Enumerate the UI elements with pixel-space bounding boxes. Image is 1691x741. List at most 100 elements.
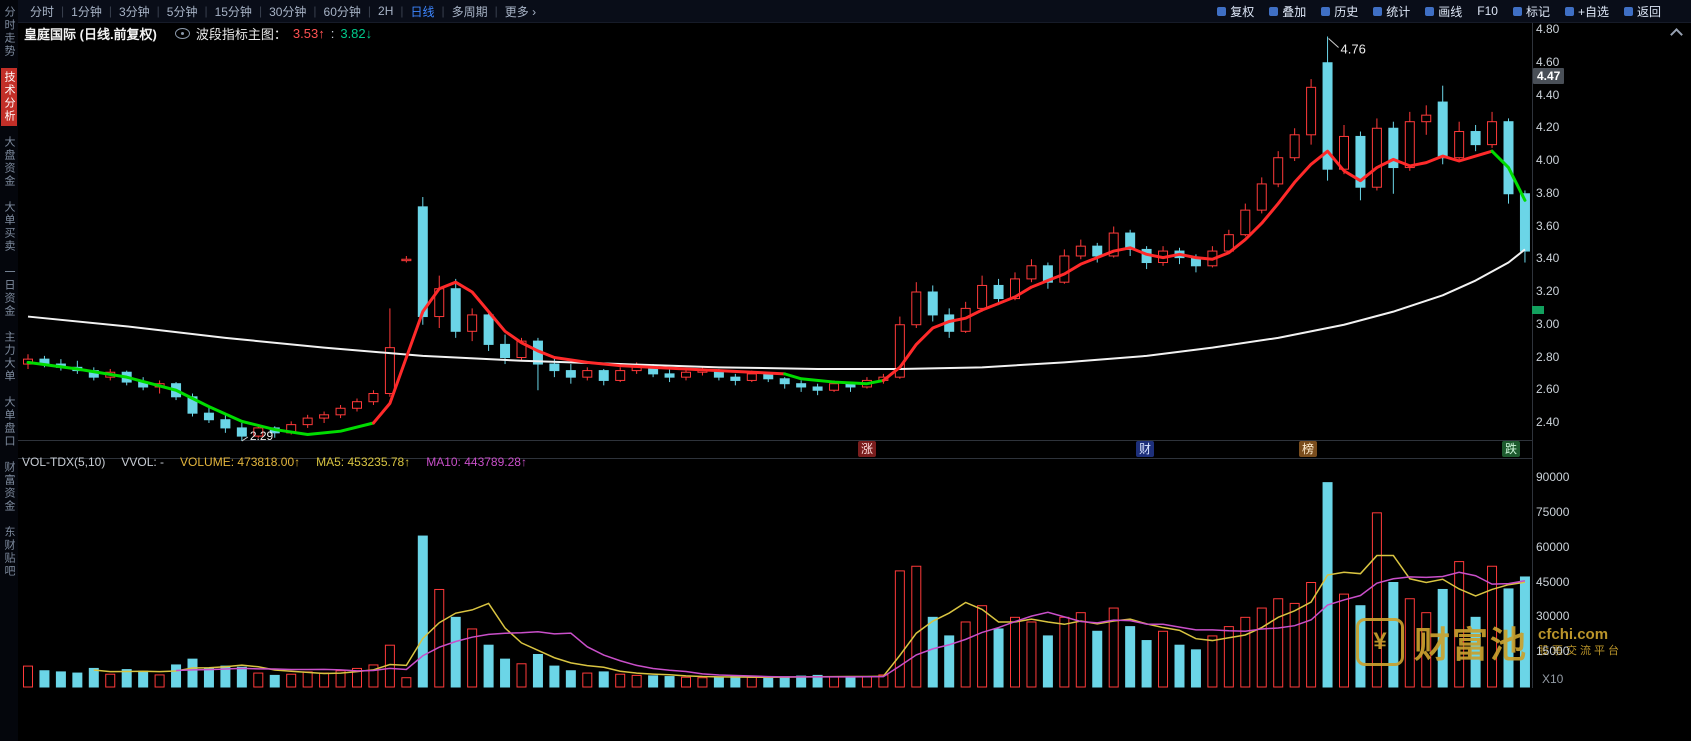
- watermark-title: 财富池: [1414, 624, 1529, 665]
- sidebar-item-3[interactable]: 大单买卖: [3, 201, 15, 253]
- action-label: 画线: [1438, 4, 1463, 19]
- action-f10[interactable]: F10: [1477, 4, 1498, 18]
- separator: |: [367, 4, 372, 18]
- period-tab-10[interactable]: 更多 ›: [504, 4, 537, 19]
- separator: |: [156, 4, 160, 18]
- price-axis-green-marker: [1532, 306, 1544, 314]
- sidebar-item-8[interactable]: 东财贴吧: [3, 526, 15, 578]
- divider-badge-3: 跌: [1502, 441, 1521, 457]
- lines-layer: 4.76 2.29: [26, 38, 1527, 679]
- separator: |: [108, 4, 112, 18]
- price-axis-label: 3.20: [1536, 284, 1560, 298]
- period-tab-2[interactable]: 3分钟: [118, 4, 150, 19]
- lishi-icon: [1321, 6, 1331, 16]
- period-tab-7[interactable]: 2H: [378, 4, 394, 18]
- indicator-separator: :: [330, 25, 335, 41]
- volume-axis-label: 30000: [1536, 609, 1570, 624]
- zixuan-icon: [1564, 6, 1574, 16]
- divider-badge-1: 财: [1136, 441, 1155, 457]
- separator: |: [494, 4, 498, 18]
- ma-white-line: [27, 248, 1526, 370]
- price-axis-label: 2.40: [1536, 415, 1560, 429]
- volume-axis-label: 60000: [1536, 539, 1570, 554]
- sidebar-item-6[interactable]: 大单盘口: [3, 396, 15, 448]
- period-tab-4[interactable]: 15分钟: [214, 4, 252, 19]
- stock-title: 皇庭国际 (日线.前复权): [24, 26, 157, 42]
- action-tongji[interactable]: 统计: [1373, 3, 1410, 20]
- current-price-badge: 4.47: [1533, 68, 1565, 84]
- sidebar-item-1[interactable]: 技术分析: [1, 68, 17, 126]
- price-axis-label: 4.40: [1536, 87, 1560, 102]
- action-label: 返回: [1636, 4, 1661, 19]
- title-bar: 皇庭国际 (日线.前复权) 波段指标主图： 3.53↑ : 3.82↓: [18, 22, 1691, 44]
- volume-ma-line: [176, 571, 1526, 678]
- period-tab-5[interactable]: 30分钟: [269, 4, 307, 19]
- action-lishi[interactable]: 历史: [1321, 3, 1358, 20]
- period-tabs: 分时 | 1分钟 | 3分钟 | 5分钟 | 15分钟 | 30分钟 | 60分钟 | 2H | 日线 | 多周期 |…: [30, 3, 536, 20]
- price-axis-label: 4.80: [1536, 22, 1560, 36]
- period-tab-6[interactable]: 60分钟: [323, 4, 361, 19]
- separator: |: [258, 4, 263, 18]
- price-axis-label: 3.80: [1536, 185, 1560, 200]
- period-tab-1[interactable]: 1分钟: [71, 4, 102, 19]
- band-indicator-segment: [26, 360, 375, 436]
- sidebar-item-7[interactable]: 财富资金: [3, 461, 15, 513]
- tongji-icon: [1373, 6, 1383, 16]
- divider-badge-2: 榜: [1299, 441, 1318, 457]
- low-annotation: 2.29: [250, 429, 274, 443]
- volume-bars-layer: [23, 482, 1530, 688]
- action-label: 统计: [1386, 4, 1411, 19]
- huaxian-icon: [1425, 6, 1435, 16]
- band-indicator-segment: [1490, 149, 1527, 202]
- sidebar-item-2[interactable]: 大盘资金: [3, 136, 15, 188]
- vol-ma5-value: MA5: 453235.78↑: [316, 455, 411, 469]
- eye-icon[interactable]: [174, 27, 190, 39]
- action-fanhui[interactable]: 返回: [1623, 3, 1661, 20]
- action-huaxian[interactable]: 画线: [1425, 3, 1462, 20]
- period-tab-3[interactable]: 5分钟: [166, 4, 198, 19]
- separator: |: [400, 4, 404, 18]
- action-biaoji[interactable]: 标记: [1512, 3, 1550, 20]
- fanhui-icon: [1623, 6, 1633, 16]
- price-axis-label: 3.60: [1536, 218, 1560, 233]
- separator: |: [204, 4, 208, 18]
- watermark-subtitle: 股票交流平台: [1538, 644, 1623, 657]
- period-tab-0[interactable]: 分时: [30, 4, 55, 19]
- left-sidebar: 分时走势技术分析大盘资金大单买卖一日资金主力大单大单盘口财富资金东财贴吧: [0, 0, 18, 741]
- action-fuquan[interactable]: 复权: [1217, 3, 1254, 20]
- candles-layer: [23, 36, 1530, 442]
- band-indicator-segment: [371, 280, 787, 425]
- price-axis-label: 3.40: [1536, 251, 1560, 266]
- coin-icon: ¥: [1356, 618, 1404, 666]
- period-tab-8[interactable]: 日线: [410, 4, 435, 19]
- fuquan-icon: [1217, 6, 1227, 16]
- indicator-value-up: 3.53↑: [292, 25, 325, 41]
- sidebar-item-5[interactable]: 主力大单: [3, 331, 15, 383]
- vol-vvol: VVOL: -: [121, 455, 165, 469]
- separator: |: [441, 4, 445, 18]
- high-annotation: 4.76: [1341, 42, 1366, 57]
- diejia-icon: [1269, 6, 1279, 16]
- toolbar-actions: 复权 叠加 历史 统计 画线 F10 标记 +自选 返回: [1217, 3, 1661, 20]
- action-label: 历史: [1334, 4, 1359, 19]
- sidebar-item-4[interactable]: 一日资金: [3, 266, 15, 318]
- volume-ma-line: [93, 554, 1526, 679]
- divider-badge-0: 涨: [858, 441, 877, 457]
- volume-axis-label: 15000: [1536, 644, 1570, 659]
- chevron-up-icon[interactable]: [1670, 28, 1683, 41]
- biaoji-icon: [1512, 6, 1522, 16]
- price-axis-label: 4.20: [1536, 120, 1560, 135]
- watermark-domain: cfchi.com: [1538, 625, 1609, 643]
- vol-ma10-value: MA10: 443789.28↑: [426, 455, 527, 469]
- price-axis-label: 2.80: [1536, 349, 1560, 364]
- action-diejia[interactable]: 叠加: [1269, 3, 1306, 20]
- period-tab-9[interactable]: 多周期: [451, 4, 488, 19]
- sidebar-item-0[interactable]: 分时走势: [3, 6, 15, 58]
- price-axis-label: 3.00: [1536, 316, 1560, 331]
- volume-axis-unit: X10: [1542, 672, 1564, 686]
- action-label: F10: [1477, 4, 1498, 18]
- action-zixuan[interactable]: +自选: [1564, 3, 1609, 20]
- volume-indicator-header: VOL-TDX(5,10) VVOL: - VOLUME: 473818.00↑…: [22, 455, 527, 469]
